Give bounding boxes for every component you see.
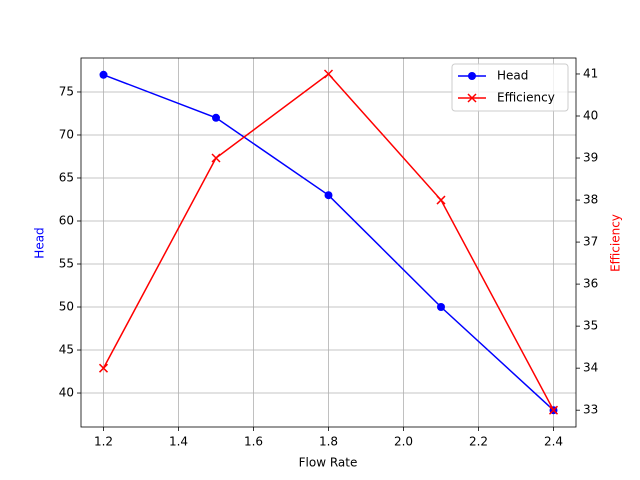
y2-tick-label: 38 — [583, 193, 598, 207]
legend-label: Head — [497, 69, 528, 83]
plot-frame — [80, 57, 577, 428]
y-tick-label: 40 — [59, 386, 74, 400]
y2-tick-label: 36 — [583, 277, 598, 291]
marker — [324, 191, 333, 200]
y-tick-label: 55 — [59, 257, 74, 271]
y-tick-label: 60 — [59, 213, 74, 227]
y2-tick-label: 37 — [583, 235, 598, 249]
x-tick-label: 1.2 — [94, 435, 113, 449]
x-axis-label: Flow Rate — [299, 456, 358, 470]
y-axis-label: Head — [33, 227, 47, 258]
marker — [548, 405, 559, 415]
x-tick-label: 2.0 — [394, 435, 413, 449]
x-tick-label: 2.2 — [469, 435, 488, 449]
marker — [468, 72, 476, 80]
marker — [99, 70, 108, 79]
x-tick-label: 2.4 — [544, 435, 563, 449]
legend: Head Efficiency — [451, 63, 569, 112]
y-tick-label: 70 — [59, 127, 74, 141]
x-tick-label: 1.6 — [244, 435, 263, 449]
y-tick-label: 65 — [59, 170, 74, 184]
marker — [436, 195, 446, 205]
y2-tick-label: 33 — [583, 403, 598, 417]
y2-axis-label: Efficiency — [609, 214, 623, 272]
y-tick-label: 75 — [59, 84, 74, 98]
marker — [323, 69, 334, 79]
y2-tick-label: 34 — [583, 361, 598, 375]
y2-tick-label: 40 — [583, 108, 598, 122]
legend-label: Efficiency — [497, 91, 555, 105]
y-tick-label: 45 — [59, 343, 74, 357]
marker — [212, 113, 220, 122]
y2-tick-label: 39 — [583, 151, 598, 165]
y2-tick-label: 35 — [583, 319, 598, 333]
marker — [437, 303, 445, 312]
x-tick-label: 1.4 — [169, 435, 188, 449]
y-tick-label: 50 — [59, 300, 74, 314]
y2-tick-label: 41 — [583, 66, 598, 80]
x-tick-label: 1.8 — [319, 435, 338, 449]
marker — [211, 153, 221, 163]
marker — [98, 363, 109, 373]
marker — [467, 93, 477, 103]
